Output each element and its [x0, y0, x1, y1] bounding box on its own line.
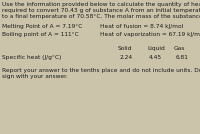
Text: Liquid: Liquid [147, 46, 165, 51]
Text: required to convert 70.43 g of substance A from an initial temperature of 139.6°: required to convert 70.43 g of substance… [2, 8, 200, 13]
Text: Boiling point of A = 111°C: Boiling point of A = 111°C [2, 32, 79, 37]
Text: sign with your answer.: sign with your answer. [2, 74, 68, 79]
Text: Gas: Gas [174, 46, 185, 51]
Text: Heat of fusion = 8.74 kJ/mol: Heat of fusion = 8.74 kJ/mol [100, 24, 183, 29]
Text: Melting Point of A = 7.19°C: Melting Point of A = 7.19°C [2, 24, 82, 29]
Text: Heat of vaporization = 67.19 kJ/mol: Heat of vaporization = 67.19 kJ/mol [100, 32, 200, 37]
Text: 4.45: 4.45 [149, 55, 162, 60]
Text: 6.81: 6.81 [176, 55, 189, 60]
Text: Solid: Solid [118, 46, 132, 51]
Text: Specific heat (J/g°C): Specific heat (J/g°C) [2, 55, 61, 60]
Text: 2.24: 2.24 [120, 55, 133, 60]
Text: to a final temperature of 70.58°C. The molar mass of the substance is 32.96 g/mo: to a final temperature of 70.58°C. The m… [2, 14, 200, 19]
Text: Report your answer to the tenths place and do not include units. Do not include : Report your answer to the tenths place a… [2, 68, 200, 73]
Text: Use the information provided below to calculate the quantity of heat (in kJ): Use the information provided below to ca… [2, 2, 200, 7]
